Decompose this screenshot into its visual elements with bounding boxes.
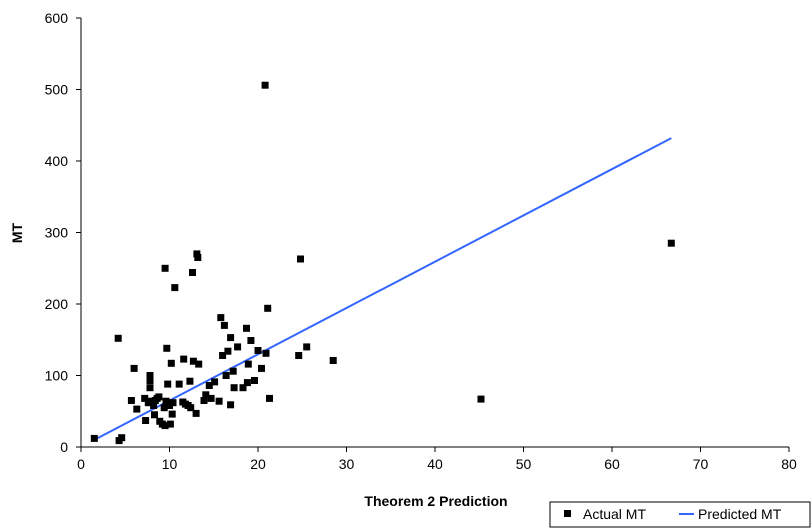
actual-mt-point bbox=[247, 337, 255, 344]
actual-mt-point bbox=[215, 397, 223, 405]
legend: Actual MT Predicted MT bbox=[549, 501, 811, 528]
x-tick-label: 10 bbox=[162, 456, 178, 472]
actual-mt-point bbox=[243, 379, 251, 387]
actual-mt-point bbox=[118, 434, 126, 442]
actual-mt-point bbox=[166, 420, 174, 428]
actual-mt-point bbox=[161, 422, 169, 430]
x-tick-label: 80 bbox=[781, 456, 797, 472]
actual-mt-point bbox=[161, 264, 169, 272]
actual-mt-point bbox=[220, 321, 228, 329]
predicted-mt-line bbox=[93, 137, 672, 441]
actual-mt-point bbox=[251, 377, 258, 384]
actual-mt-point bbox=[193, 250, 201, 258]
x-tick-label: 50 bbox=[516, 456, 532, 472]
actual-mt-point bbox=[667, 239, 675, 247]
actual-mt-point bbox=[151, 411, 158, 419]
actual-mt-point bbox=[133, 405, 141, 413]
actual-mt-point bbox=[141, 394, 149, 402]
actual-mt-point bbox=[168, 410, 176, 418]
actual-mt-point bbox=[227, 401, 235, 409]
actual-mt-point bbox=[229, 367, 237, 375]
actual-mt-point bbox=[261, 81, 269, 89]
x-tick-label: 60 bbox=[604, 456, 620, 472]
actual-mt-point bbox=[155, 393, 163, 401]
actual-mt-point bbox=[90, 434, 98, 442]
actual-mt-point bbox=[297, 255, 304, 263]
actual-mt-point bbox=[194, 254, 202, 261]
actual-mt-point bbox=[146, 384, 154, 392]
y-tick-label: 400 bbox=[45, 153, 69, 169]
legend-label-actual-mt: Actual MT bbox=[583, 506, 646, 522]
actual-mt-point bbox=[295, 352, 303, 359]
actual-mt-point bbox=[219, 352, 227, 359]
actual-mt-point bbox=[189, 357, 197, 365]
actual-mt-point bbox=[142, 417, 150, 424]
actual-mt-point bbox=[224, 347, 232, 355]
actual-mt-point bbox=[150, 402, 158, 409]
actual-mt-point bbox=[189, 269, 196, 276]
y-axis-title: MT bbox=[9, 222, 25, 243]
x-tick-label: 20 bbox=[250, 456, 266, 472]
actual-mt-point bbox=[167, 359, 175, 367]
actual-mt-point bbox=[114, 334, 122, 342]
actual-mt-point bbox=[243, 324, 250, 332]
legend-box bbox=[549, 501, 811, 528]
y-tick-label: 0 bbox=[60, 439, 68, 455]
actual-mt-point bbox=[230, 384, 238, 392]
x-tick-label: 70 bbox=[693, 456, 709, 472]
actual-mt-point bbox=[303, 343, 311, 351]
actual-mt-point bbox=[200, 397, 208, 404]
x-tick-label: 30 bbox=[339, 456, 355, 472]
actual-mt-point bbox=[262, 349, 270, 357]
actual-mt-point bbox=[222, 372, 230, 379]
actual-mt-point bbox=[163, 344, 171, 352]
actual-mt-point bbox=[187, 404, 195, 412]
actual-mt-point bbox=[162, 397, 170, 405]
actual-mt-point bbox=[195, 360, 203, 368]
actual-mt-point bbox=[202, 391, 210, 399]
actual-mt-point bbox=[180, 355, 188, 363]
actual-mt-point bbox=[258, 364, 265, 372]
y-tick-label: 300 bbox=[45, 225, 69, 241]
actual-mt-point bbox=[266, 394, 273, 402]
actual-mt-point bbox=[477, 395, 485, 403]
actual-mt-point bbox=[217, 314, 225, 322]
actual-mt-point bbox=[207, 394, 215, 402]
actual-mt-point bbox=[244, 360, 252, 368]
legend-label-predicted-mt: Predicted MT bbox=[698, 506, 782, 522]
actual-mt-point bbox=[227, 334, 235, 342]
actual-mt-point bbox=[186, 377, 194, 385]
actual-mt-point bbox=[160, 404, 168, 412]
x-tick-label: 0 bbox=[77, 456, 85, 472]
y-tick-label: 500 bbox=[45, 82, 69, 98]
actual-mt-point bbox=[175, 380, 183, 388]
actual-mt-point bbox=[234, 343, 242, 351]
actual-mt-point bbox=[205, 382, 213, 389]
actual-mt-point bbox=[164, 380, 172, 388]
x-tick-label: 40 bbox=[427, 456, 443, 472]
x-axis-title: Theorem 2 Prediction bbox=[364, 493, 507, 509]
y-tick-label: 100 bbox=[45, 368, 69, 384]
actual-mt-point bbox=[146, 377, 154, 384]
y-tick-label: 600 bbox=[45, 10, 69, 26]
actual-mt-point bbox=[211, 378, 219, 386]
actual-mt-point bbox=[171, 284, 179, 292]
legend-marker-actual-mt bbox=[564, 510, 571, 517]
plot-area bbox=[90, 81, 675, 445]
actual-mt-point bbox=[127, 397, 135, 404]
actual-mt-point bbox=[264, 304, 272, 312]
actual-mt-point bbox=[146, 372, 154, 379]
y-tick-label: 200 bbox=[45, 296, 69, 312]
actual-mt-point bbox=[254, 347, 262, 354]
actual-mt-point bbox=[130, 364, 138, 372]
x-axis-ticks: 0 10 20 30 40 50 60 70 80 bbox=[77, 447, 797, 472]
actual-mt-point bbox=[329, 357, 337, 364]
actual-mt-point bbox=[192, 409, 200, 417]
actual-mt-point bbox=[169, 399, 177, 407]
actual-mt-point bbox=[239, 384, 247, 392]
actual-mt-point bbox=[147, 397, 155, 405]
y-axis-ticks: 0 100 200 300 400 500 600 bbox=[45, 10, 81, 455]
